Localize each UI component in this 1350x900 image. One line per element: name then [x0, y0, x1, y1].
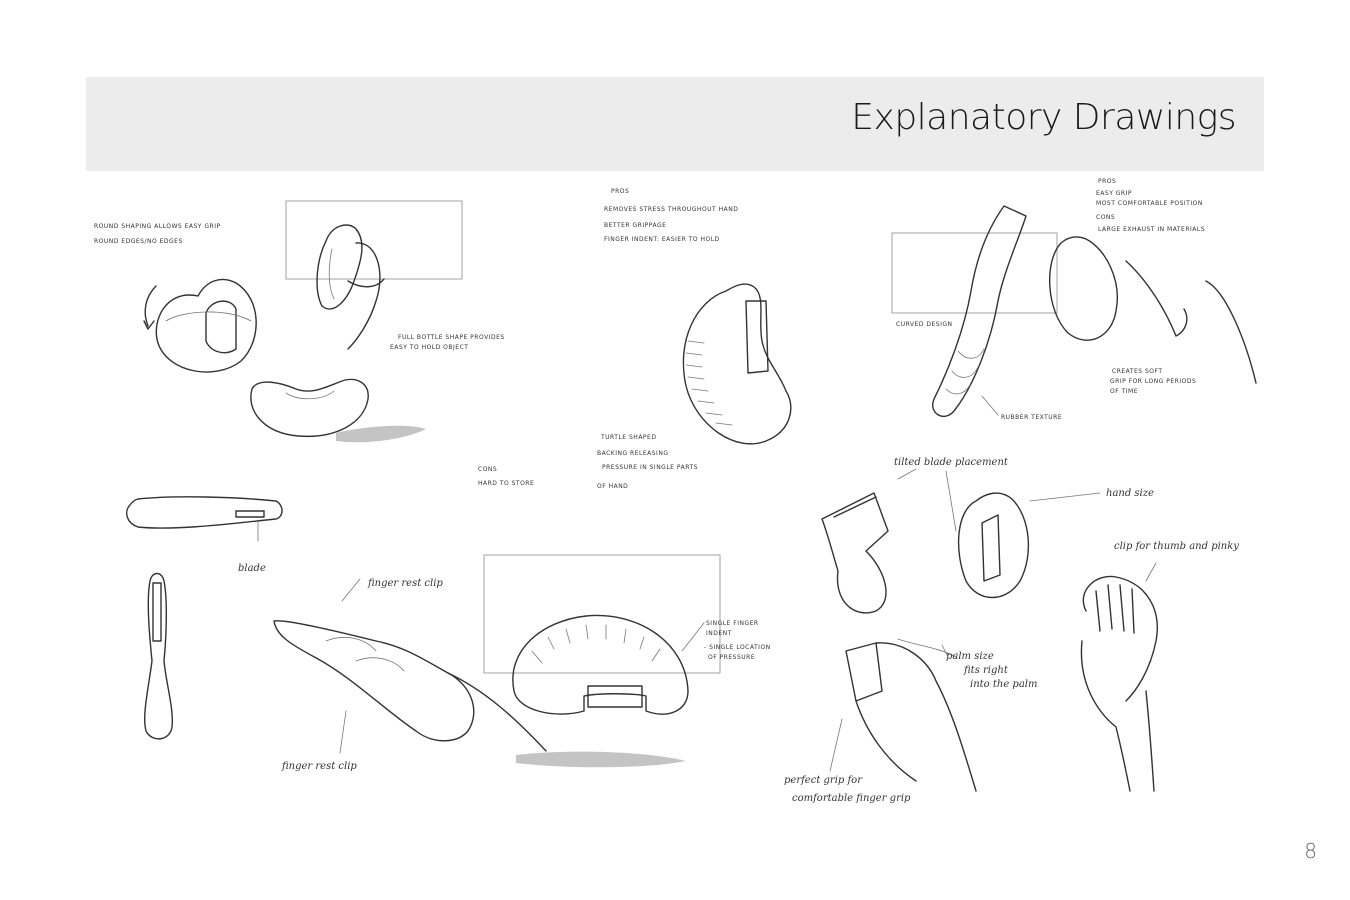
sketch-round-peeler: ROUND SHAPING ALLOWS EASY GRIP ROUND EDG… [94, 223, 257, 373]
sketch-hand-clip: finger rest clip finger rest clip [273, 578, 547, 772]
palm-size-3: into the palm [970, 679, 1037, 690]
hand-size-label: hand size [1106, 488, 1154, 499]
single-location-2: OF PRESSURE [708, 654, 755, 661]
created-soft-1: CREATES SOFT [1112, 368, 1163, 375]
cons-text: HARD TO STORE [478, 480, 534, 487]
page-title: Explanatory Drawings [851, 97, 1236, 138]
sketch-hand-grip: palm size fits right into the palm perfe… [784, 638, 1037, 804]
created-soft-3: OF TIME [1110, 388, 1138, 395]
finger-rest-bottom: finger rest clip [281, 761, 357, 772]
perfect-grip-1: perfect grip for [784, 775, 863, 786]
single-finger-1: SINGLE FINGER [706, 620, 759, 627]
pros-line-3: FINGER INDENT: EASIER TO HOLD [604, 236, 720, 243]
turtle-note-4: OF HAND [597, 483, 628, 490]
pros-heading: PROS [611, 188, 629, 195]
note-easy-hold: EASY TO HOLD OBJECT [390, 344, 468, 351]
note-round-shaping: ROUND SHAPING ALLOWS EASY GRIP [94, 223, 221, 230]
cons-heading: CONS [478, 466, 497, 473]
sketch-hand-thumb-clip: clip for thumb and pinky [1080, 541, 1239, 792]
sketch-knife-potato: PROS EASY GRIP MOST COMFORTABLE POSITION… [891, 178, 1257, 421]
note-bottle-shape: FULL BOTTLE SHAPE PROVIDES [398, 334, 505, 341]
finger-rest-top: finger rest clip [367, 578, 443, 589]
turtle-note-3: PRESSURE IN SINGLE PARTS [602, 464, 698, 471]
turtle-note-2: BACKING RELEASING [597, 450, 668, 457]
sketch-vertical-handle [143, 572, 174, 740]
pros-line-2: BETTER GRIPPAGE [604, 222, 666, 229]
pros-line-1: REMOVES STRESS THROUGHOUT HAND [604, 206, 738, 213]
clip-thumb-label: clip for thumb and pinky [1114, 541, 1239, 552]
page-number: 8 [1304, 839, 1317, 863]
single-location-1: - SINGLE LOCATION [704, 644, 771, 651]
title-bar: Explanatory Drawings [86, 77, 1264, 171]
right-cons-1: LARGE EXHAUST IN MATERIALS [1098, 226, 1205, 233]
sketch-illustration: ROUND SHAPING ALLOWS EASY GRIP ROUND EDG… [94, 178, 1257, 804]
blade-label: blade [238, 563, 266, 574]
sketch-bottle-hand: FULL BOTTLE SHAPE PROVIDES EASY TO HOLD … [285, 200, 505, 351]
curved-design-note: CURVED DESIGN [896, 321, 952, 328]
turtle-note-1: TURTLE SHAPED [600, 434, 656, 441]
single-finger-2: INDENT [706, 630, 732, 637]
right-pros-2: MOST COMFORTABLE POSITION [1096, 200, 1203, 207]
sketch-arch-peeler: SINGLE FINGER INDENT - SINGLE LOCATION O… [483, 554, 771, 768]
created-soft-2: GRIP FOR LONG PERIODS [1110, 378, 1196, 385]
right-pros-heading: PROS [1098, 178, 1116, 185]
sketch-long-handle: blade [126, 496, 283, 574]
sketch-turtle-peeler: PROS REMOVES STRESS THROUGHOUT HAND BETT… [478, 188, 792, 490]
palm-size-2: fits right [963, 665, 1009, 676]
right-pros-1: EASY GRIP [1096, 190, 1132, 197]
note-round-edges: ROUND EDGES/NO EDGES [94, 238, 183, 245]
right-cons-heading: CONS [1096, 214, 1115, 221]
tilted-blade-label: tilted blade placement [894, 457, 1009, 468]
perfect-grip-2: comfortable finger grip [792, 793, 911, 804]
sketch-sheet: ROUND SHAPING ALLOWS EASY GRIP ROUND EDG… [86, 171, 1264, 841]
palm-size-1: palm size [946, 651, 994, 662]
rubber-texture-note: RUBBER TEXTURE [1001, 414, 1062, 421]
sketch-tilted-blade: tilted blade placement hand size [821, 457, 1154, 614]
sketch-bean-peeler [250, 378, 426, 443]
